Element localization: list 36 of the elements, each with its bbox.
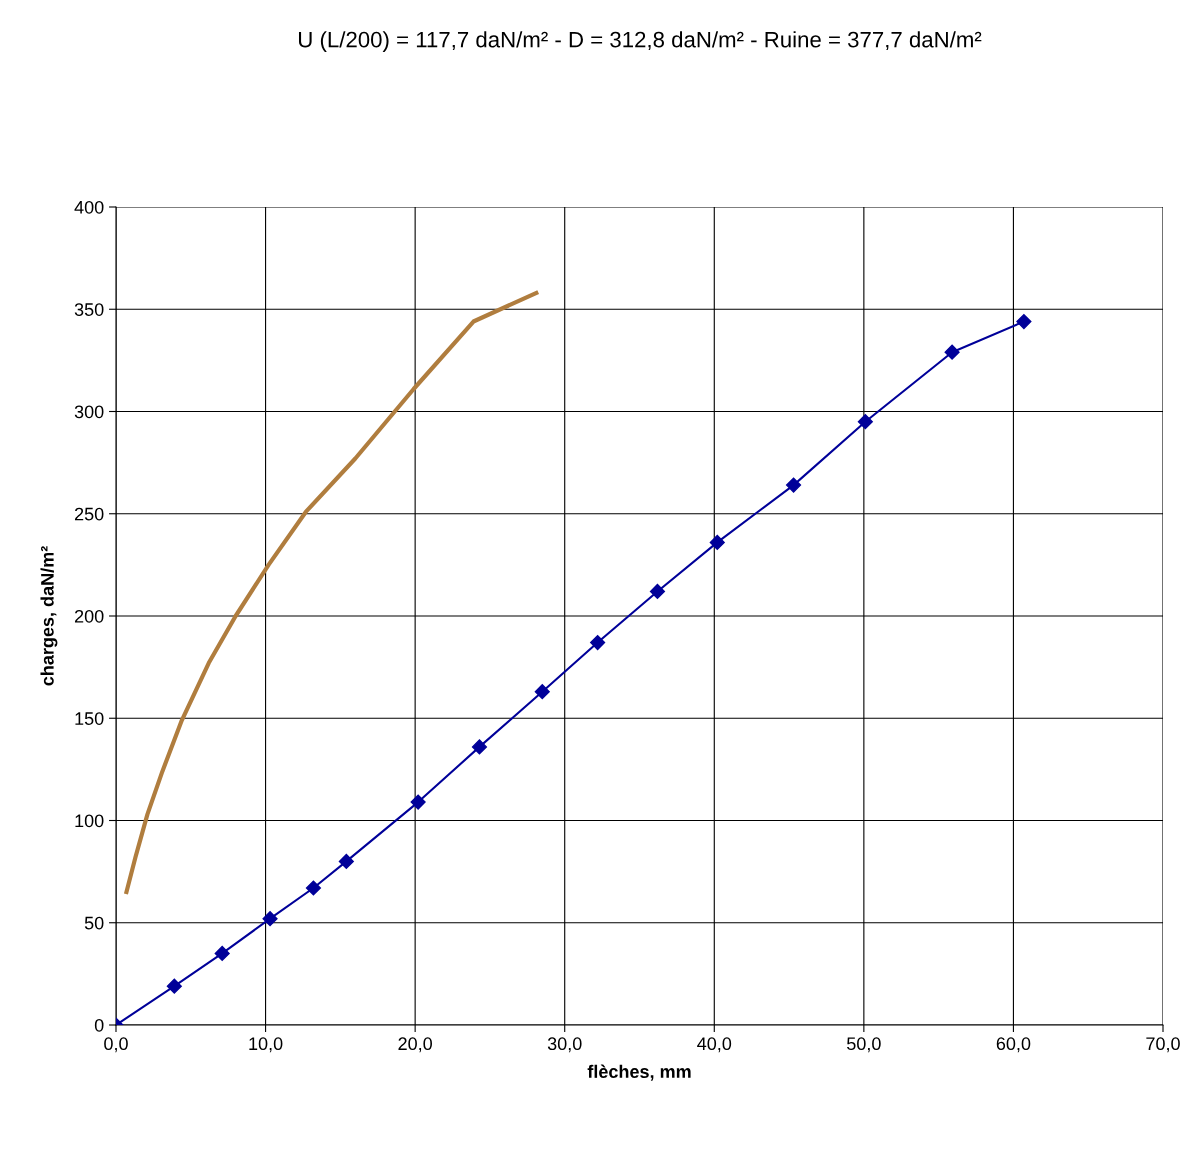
y-axis-title: charges, daN/m²	[40, 546, 58, 686]
point	[338, 853, 354, 869]
point	[649, 583, 666, 600]
point	[944, 344, 960, 360]
point	[410, 794, 426, 810]
y-tick-label: 300	[74, 405, 104, 419]
point	[471, 739, 488, 755]
y-tick-label: 400	[74, 200, 104, 214]
y-tick-label: 150	[75, 712, 104, 725]
point	[857, 414, 873, 430]
y-tick-label: 350	[74, 303, 104, 316]
point	[214, 945, 230, 961]
chart-title: U (L/200) = 117,7 daN/m² - D = 312,8 daN/m² - Ruine = 377,7 daN/m²	[298, 31, 982, 52]
point	[166, 978, 182, 994]
y-tick-label: 0	[94, 1018, 104, 1032]
y-tick-label: 50	[84, 916, 104, 930]
point	[305, 880, 322, 896]
y-tick-label: 100	[75, 814, 104, 828]
point	[262, 911, 278, 927]
x-tick-label: 20,0	[398, 1037, 433, 1053]
x-tick-label: 60,0	[996, 1037, 1031, 1053]
y-tick-label: 200	[74, 609, 104, 623]
x-tick-label: 70,0	[1146, 1037, 1180, 1053]
x-axis-title: flèches, mm	[587, 1064, 691, 1081]
x-tick-label: 30,0	[547, 1037, 582, 1053]
point	[709, 534, 725, 550]
point	[590, 635, 606, 651]
x-tick-label: 40,0	[697, 1037, 732, 1053]
x-tick-label: 50,0	[847, 1037, 881, 1053]
x-tick-label: 0,0	[104, 1037, 128, 1053]
y-tick-label: 250	[74, 507, 104, 521]
point	[1016, 313, 1032, 330]
point	[534, 684, 550, 700]
point	[785, 477, 802, 493]
x-tick-label: 10,0	[249, 1037, 283, 1053]
line-series	[124, 290, 539, 895]
